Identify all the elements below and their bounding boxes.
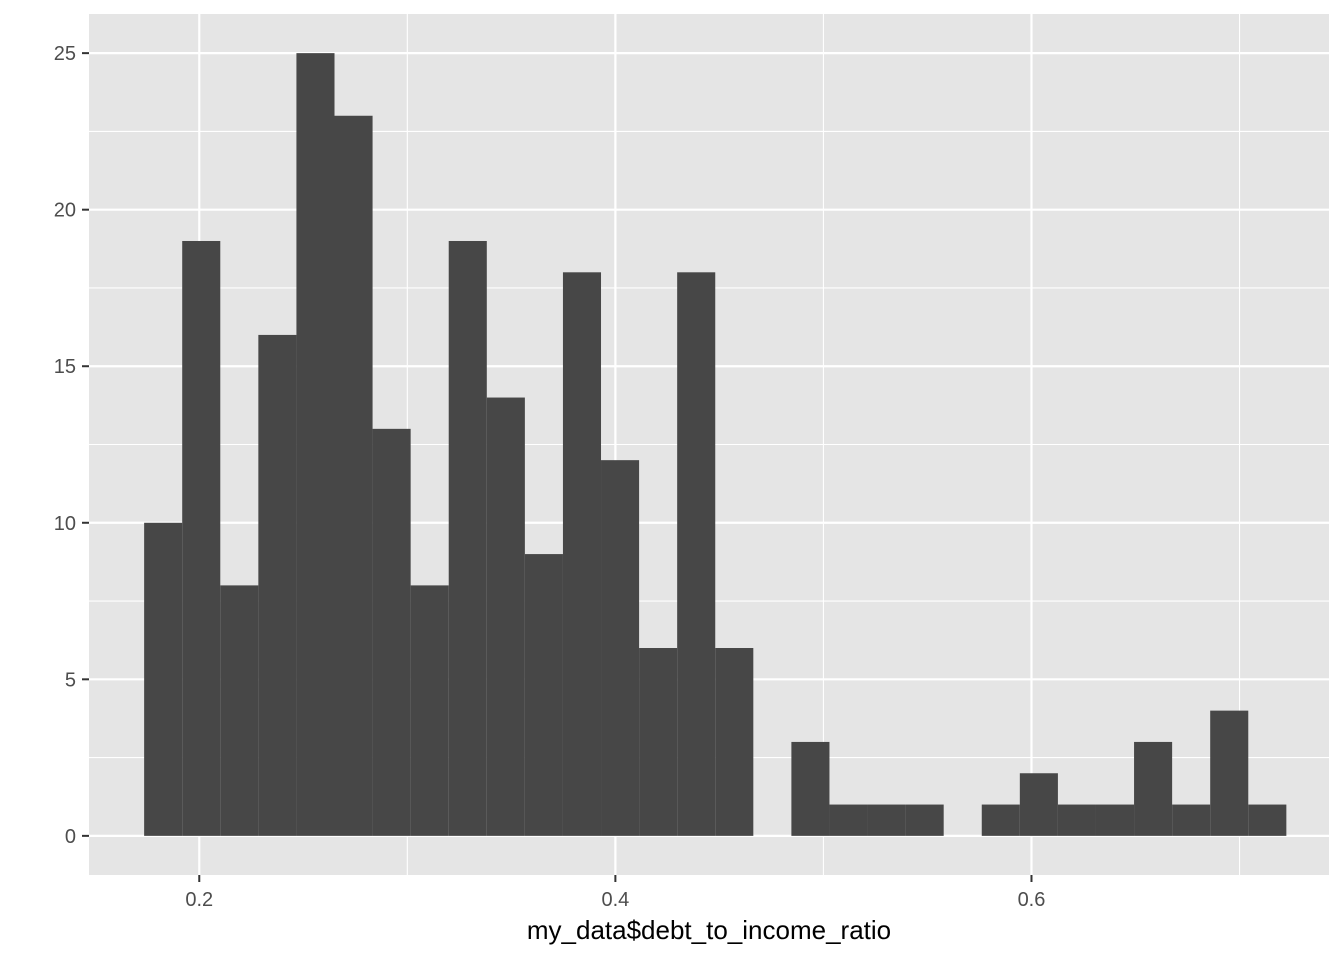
- histogram-bar: [1172, 804, 1211, 836]
- histogram-bar: [601, 460, 640, 836]
- histogram-bar: [677, 272, 716, 836]
- x-axis-title: my_data$debt_to_income_ratio: [527, 915, 891, 945]
- y-axis: 0 5 10 15 20 25: [54, 43, 89, 848]
- y-tick-label: 5: [65, 669, 76, 691]
- y-tick-label: 25: [54, 43, 76, 65]
- histogram-bar: [867, 804, 906, 836]
- y-tick-label: 10: [54, 513, 76, 535]
- x-tick-label: 0.2: [185, 889, 213, 911]
- histogram-bar: [981, 804, 1020, 836]
- histogram-bar: [829, 804, 868, 836]
- histogram-bar: [1057, 804, 1096, 836]
- histogram-bar: [905, 804, 944, 836]
- histogram-bar: [182, 240, 221, 836]
- histogram-bar: [524, 554, 563, 836]
- histogram-bar: [562, 272, 602, 836]
- histogram-bar: [1095, 804, 1135, 836]
- x-axis: 0.2 0.4 0.6: [185, 875, 1045, 911]
- x-tick-label: 0.4: [601, 889, 629, 911]
- histogram-bar: [372, 428, 411, 836]
- histogram-bar: [1019, 773, 1058, 836]
- histogram-bar: [791, 741, 830, 836]
- bars: [144, 53, 1287, 836]
- histogram-bar: [1134, 741, 1173, 836]
- histogram-bar: [715, 648, 754, 836]
- histogram-bar: [410, 585, 449, 836]
- y-tick-label: 0: [65, 826, 76, 848]
- histogram-bar: [1248, 804, 1287, 836]
- y-tick-label: 15: [54, 356, 76, 378]
- histogram-bar: [448, 240, 487, 836]
- y-tick-label: 20: [54, 200, 76, 222]
- histogram-bar: [258, 334, 297, 836]
- histogram-bar: [639, 648, 678, 836]
- x-tick-label: 0.6: [1018, 889, 1046, 911]
- histogram-bar: [334, 115, 373, 836]
- histogram-bar: [1210, 710, 1249, 836]
- histogram-bar: [296, 53, 335, 836]
- histogram-bar: [486, 397, 525, 836]
- histogram-bar: [220, 585, 259, 836]
- histogram-bar: [144, 522, 183, 836]
